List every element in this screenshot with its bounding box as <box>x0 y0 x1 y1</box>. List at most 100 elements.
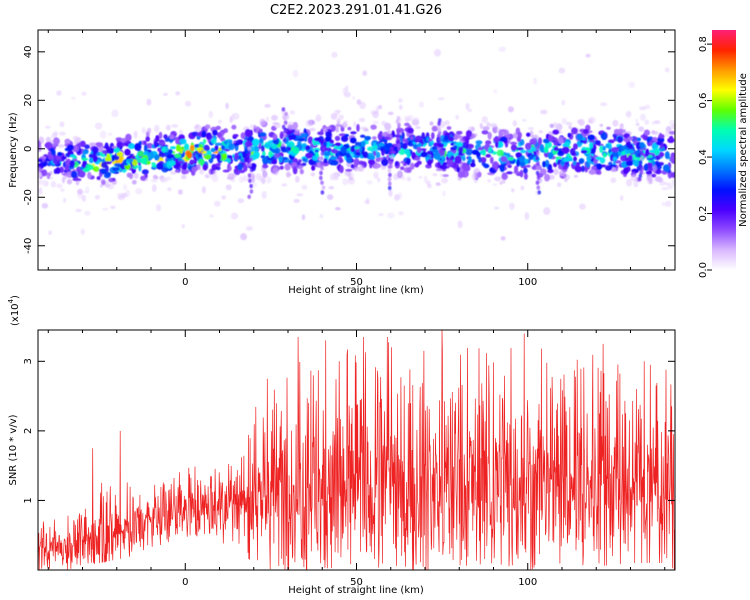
spectral-cell <box>486 122 491 127</box>
spectral-cell <box>79 166 84 170</box>
spectral-cell <box>441 177 449 184</box>
spectral-cell <box>618 128 623 135</box>
x-tick-label: 0 <box>182 277 188 288</box>
spectral-cell <box>354 154 360 159</box>
spectral-cell <box>398 98 403 103</box>
spectral-cell <box>321 160 330 167</box>
spectral-cell <box>49 171 53 175</box>
spectral-cell <box>664 67 670 73</box>
spectral-cell <box>300 133 308 138</box>
spectral-cell <box>84 144 90 149</box>
spectral-cell <box>281 146 286 151</box>
spectral-cell <box>209 214 214 218</box>
spectral-cell <box>247 146 251 151</box>
spectral-cell <box>535 180 540 185</box>
spectral-cell <box>57 144 65 148</box>
spectral-cell <box>364 199 370 204</box>
colorbar-tick-label: 0.0 <box>698 262 709 278</box>
spectral-cell <box>665 130 670 138</box>
spectral-cell <box>156 162 164 170</box>
spectral-cell <box>38 158 43 163</box>
spectral-cell <box>564 141 571 147</box>
spectral-cell <box>426 136 430 142</box>
spectral-cell <box>173 162 181 168</box>
spectral-cell <box>651 130 656 135</box>
spectral-cell <box>579 203 586 210</box>
spectral-cell <box>433 152 441 160</box>
spectral-cell <box>111 177 116 182</box>
spectral-cell <box>125 133 132 142</box>
spectral-cell <box>561 99 566 106</box>
spectral-cell <box>281 183 288 187</box>
spectral-cell <box>264 104 271 108</box>
spectral-cell <box>150 178 158 183</box>
spectral-cell <box>359 101 366 110</box>
spectral-cell <box>435 168 443 172</box>
spectral-cell <box>557 151 565 157</box>
spectral-cell <box>101 162 107 168</box>
spectral-cell <box>88 142 97 147</box>
spectral-cell <box>182 162 188 170</box>
spectral-cell <box>610 153 614 162</box>
spectral-cell <box>625 161 634 166</box>
spectral-cell <box>450 155 455 161</box>
spectral-cell <box>154 154 160 161</box>
spectral-cell <box>196 147 205 152</box>
spectral-cell <box>59 166 64 174</box>
spectral-cell <box>481 130 489 135</box>
spectral-cell <box>510 144 518 151</box>
spectral-cell <box>640 167 644 172</box>
spectral-cell <box>652 164 658 173</box>
spectral-cell <box>455 114 460 120</box>
spectral-cell <box>331 51 338 58</box>
spectral-cell <box>45 136 51 143</box>
spectral-cell <box>185 100 192 107</box>
spectral-cell <box>274 122 281 129</box>
spectral-cell <box>645 149 650 157</box>
spectral-cell <box>92 148 97 156</box>
spectral-cell <box>431 125 438 132</box>
spectral-cell <box>196 163 201 170</box>
spectral-cell <box>457 220 463 229</box>
spectral-cell <box>498 46 507 52</box>
spectral-cell <box>59 131 66 136</box>
spectral-cell <box>115 160 120 164</box>
spectral-cell <box>645 171 653 175</box>
spectral-cell <box>637 177 642 182</box>
spectrogram-x-label: Height of straight line (km) <box>288 285 424 296</box>
spectral-cell <box>181 175 186 179</box>
spectral-cell <box>346 172 355 178</box>
spectral-cell <box>42 180 49 187</box>
spectral-cell <box>404 122 410 127</box>
spectral-cell <box>432 149 440 153</box>
spectral-cell <box>599 145 604 153</box>
spectral-cell <box>553 122 558 128</box>
spectral-cell <box>553 146 559 152</box>
spectral-cell <box>354 146 360 150</box>
spectral-cell <box>523 173 528 180</box>
spectral-cell <box>310 172 316 177</box>
spectral-cell <box>605 143 610 148</box>
spectral-cell <box>509 202 515 210</box>
spectral-cell <box>606 126 611 130</box>
spectral-cell <box>494 176 502 182</box>
spectral-cell <box>301 214 306 220</box>
spectral-cell <box>466 130 472 138</box>
spectral-cell <box>64 165 70 171</box>
spectral-cell <box>643 129 650 136</box>
spectral-cell <box>271 159 277 165</box>
spectral-cell <box>664 151 670 160</box>
spectral-cell <box>507 106 514 113</box>
spectral-cell <box>644 104 651 110</box>
spectral-cell <box>581 165 585 173</box>
spectral-cell <box>625 110 632 118</box>
spectral-cell <box>387 111 394 116</box>
spectral-cell <box>638 163 642 168</box>
spectral-cell <box>319 170 323 176</box>
spectral-cell <box>493 89 498 94</box>
spectral-cell <box>334 135 341 142</box>
spectral-cell <box>427 158 432 166</box>
spectral-cell <box>536 175 541 181</box>
spectral-cell <box>218 119 222 124</box>
